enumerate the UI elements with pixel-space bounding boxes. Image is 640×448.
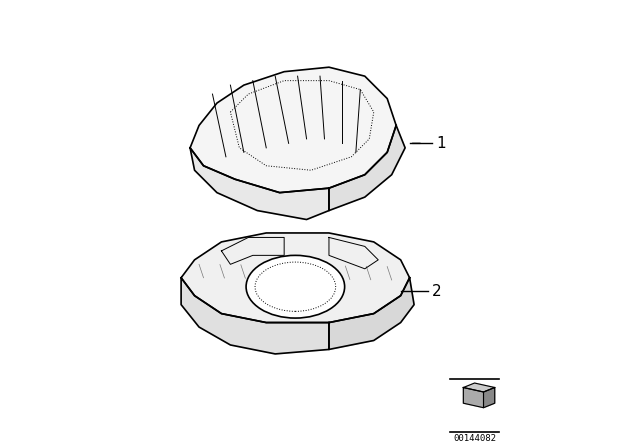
Polygon shape <box>329 278 414 349</box>
Polygon shape <box>190 67 396 193</box>
Polygon shape <box>463 388 484 408</box>
Polygon shape <box>484 388 495 408</box>
Ellipse shape <box>246 255 344 318</box>
Polygon shape <box>181 278 329 354</box>
Text: 1: 1 <box>436 136 446 151</box>
Polygon shape <box>181 233 410 323</box>
Polygon shape <box>463 383 495 392</box>
Text: 00144082: 00144082 <box>453 434 496 443</box>
Text: 2: 2 <box>432 284 442 299</box>
Polygon shape <box>329 125 405 211</box>
Polygon shape <box>190 148 329 220</box>
